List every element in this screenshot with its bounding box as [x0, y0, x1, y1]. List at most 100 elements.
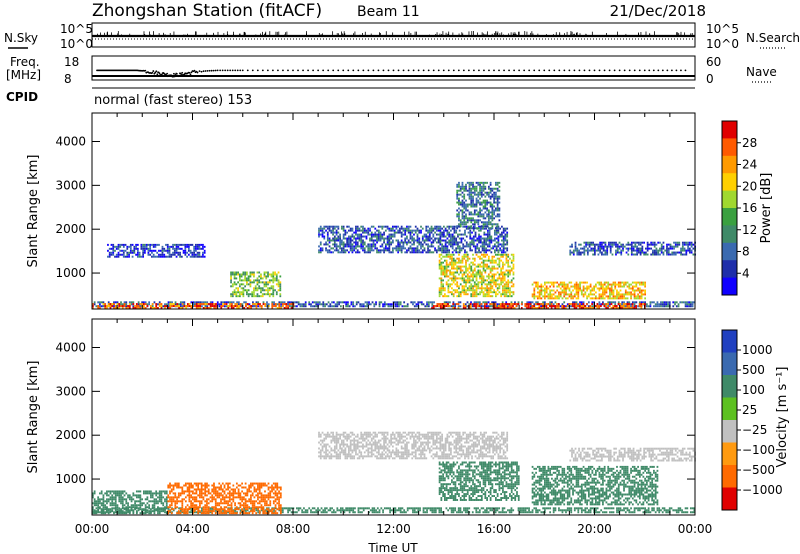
range-time-cell	[272, 293, 275, 296]
range-time-cell	[464, 251, 466, 254]
range-time-cell	[620, 245, 623, 248]
range-time-cell	[356, 237, 359, 240]
range-time-cell	[223, 301, 226, 304]
range-time-cell	[486, 207, 488, 210]
range-time-cell	[501, 301, 504, 304]
range-time-cell	[145, 245, 148, 248]
range-time-cell	[437, 249, 440, 252]
range-time-cell	[496, 227, 499, 230]
range-time-cell	[476, 245, 479, 248]
range-time-cell	[253, 295, 255, 298]
range-time-cell	[443, 303, 446, 306]
range-time-cell	[321, 229, 324, 232]
range-time-cell	[267, 303, 270, 306]
range-time-cell	[624, 303, 627, 306]
range-time-cell	[533, 287, 536, 290]
range-time-cell	[346, 245, 349, 248]
range-time-cell	[646, 247, 649, 250]
range-time-cell	[499, 249, 502, 252]
range-time-cell	[440, 263, 443, 266]
range-time-cell	[461, 183, 464, 186]
range-time-cell	[339, 247, 341, 250]
range-time-cell	[242, 287, 245, 290]
range-time-cell	[413, 239, 415, 242]
range-time-cell	[681, 247, 684, 250]
range-time-cell	[468, 213, 471, 216]
range-time-cell	[472, 205, 474, 208]
range-time-cell	[411, 235, 414, 238]
range-time-cell	[428, 231, 431, 234]
range-time-cell	[463, 293, 466, 296]
range-time-cell	[477, 263, 480, 266]
range-time-cell	[400, 235, 403, 238]
range-time-cell	[459, 293, 462, 296]
range-time-cell	[509, 287, 511, 290]
range-time-cell	[502, 255, 504, 258]
range-time-cell	[442, 283, 445, 286]
range-time-cell	[100, 301, 103, 304]
range-time-cell	[372, 239, 375, 242]
range-time-cell	[586, 281, 588, 284]
range-time-cell	[172, 251, 174, 254]
range-time-cell	[461, 185, 464, 188]
range-time-cell	[138, 251, 141, 254]
range-time-cell	[442, 231, 445, 234]
frequency-point	[473, 69, 475, 72]
range-time-cell	[466, 281, 469, 284]
frequency-point	[407, 69, 410, 72]
range-time-cell	[688, 243, 691, 246]
range-time-cell	[491, 195, 494, 198]
range-time-cell	[498, 291, 501, 294]
range-time-cell	[112, 253, 115, 256]
range-time-cell	[489, 289, 492, 292]
range-time-cell	[611, 241, 614, 244]
range-time-cell	[591, 293, 594, 296]
range-time-cell	[623, 245, 626, 248]
range-time-cell	[589, 305, 592, 308]
range-time-cell	[454, 261, 457, 264]
range-time-cell	[395, 231, 398, 234]
range-time-cell	[459, 265, 462, 268]
range-time-cell	[265, 277, 268, 280]
range-time-cell	[543, 289, 546, 292]
range-time-cell	[463, 223, 466, 226]
range-time-cell	[389, 303, 391, 306]
range-time-cell	[333, 227, 336, 230]
range-time-cell	[187, 245, 190, 248]
range-time-cell	[421, 227, 424, 230]
range-time-cell	[199, 303, 202, 306]
range-time-cell	[201, 305, 203, 308]
frequency-point	[216, 69, 219, 72]
range-time-cell	[233, 289, 236, 292]
range-time-cell	[484, 221, 487, 224]
range-time-cell	[540, 289, 543, 292]
range-time-cell	[496, 201, 499, 204]
range-time-cell	[507, 265, 510, 268]
range-time-cell	[287, 307, 289, 309]
range-time-cell	[355, 301, 358, 304]
range-time-cell	[386, 227, 389, 230]
range-time-cell	[389, 305, 391, 308]
range-time-cell	[610, 291, 613, 294]
range-time-cell	[454, 275, 457, 278]
range-time-cell	[469, 303, 472, 306]
range-time-cell	[274, 277, 276, 280]
range-time-cell	[557, 307, 560, 309]
range-time-cell	[326, 239, 329, 242]
range-time-cell	[159, 249, 162, 252]
range-time-cell	[580, 301, 583, 304]
range-time-cell	[463, 215, 466, 218]
range-time-cell	[235, 277, 238, 280]
range-time-cell	[505, 305, 507, 308]
range-time-cell	[501, 305, 504, 308]
range-time-cell	[502, 293, 504, 296]
range-time-cell	[434, 249, 436, 252]
range-time-cell	[510, 269, 513, 272]
range-time-cell	[480, 305, 483, 308]
range-time-cell	[348, 237, 350, 240]
range-time-cell	[556, 295, 559, 298]
range-time-cell	[347, 303, 349, 306]
range-time-cell	[630, 241, 633, 244]
range-time-cell	[498, 261, 501, 264]
range-time-cell	[638, 287, 641, 290]
